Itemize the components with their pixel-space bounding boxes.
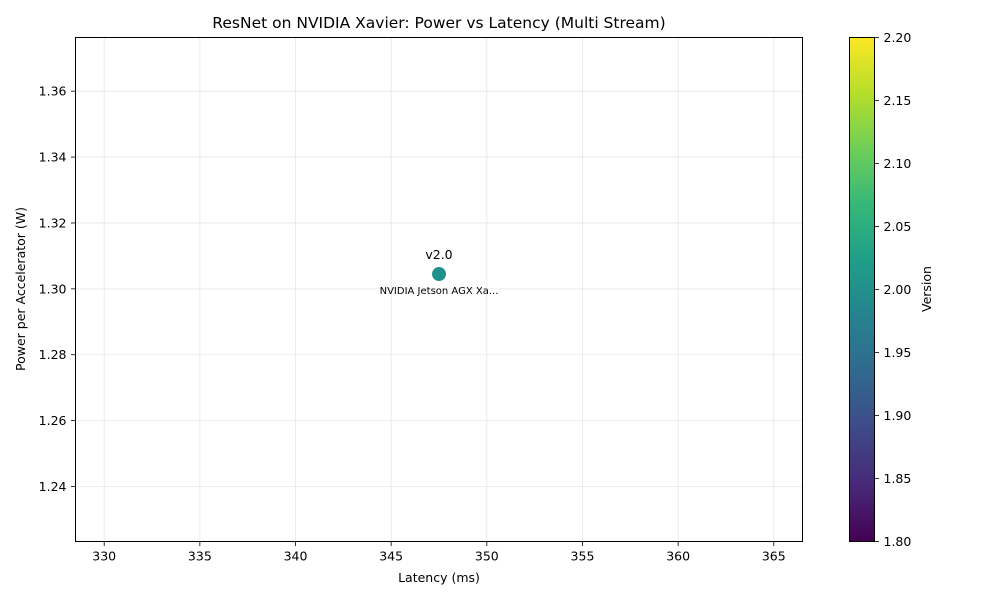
x-tick-label: 365 xyxy=(762,549,786,564)
y-tick-label: 1.30 xyxy=(39,281,67,296)
colorbar-tick-label: 2.00 xyxy=(884,282,912,297)
x-tick-label: 335 xyxy=(188,549,212,564)
point-version-label: v2.0 xyxy=(425,247,452,262)
y-tick-label: 1.34 xyxy=(39,150,67,165)
colorbar-tick-label: 1.80 xyxy=(884,534,912,549)
colorbar-tick-label: 1.90 xyxy=(884,408,912,423)
colorbar-tick-label: 2.20 xyxy=(884,30,912,45)
y-tick-label: 1.28 xyxy=(39,347,67,362)
x-tick-label: 360 xyxy=(666,549,690,564)
x-tick-label: 340 xyxy=(284,549,308,564)
x-tick-label: 345 xyxy=(379,549,403,564)
y-tick-label: 1.26 xyxy=(39,413,67,428)
colorbar-label: Version xyxy=(919,266,934,312)
colorbar-ticks: 1.80 1.85 1.90 1.95 2.00 2.05 2.10 2.15 2.20 xyxy=(874,30,912,549)
x-tick-label: 350 xyxy=(475,549,499,564)
x-tick-label: 355 xyxy=(571,549,595,564)
y-axis-label: Power per Accelerator (W) xyxy=(13,207,28,371)
x-axis-ticks: 330 335 340 345 350 355 360 365 xyxy=(92,541,786,564)
plot-frame xyxy=(75,37,803,542)
point-system-label: NVIDIA Jetson AGX Xa... xyxy=(380,286,499,297)
y-tick-label: 1.32 xyxy=(39,215,67,230)
colorbar-tick-label: 2.05 xyxy=(884,219,912,234)
colorbar-tick-label: 2.15 xyxy=(884,93,912,108)
data-point xyxy=(432,267,446,282)
colorbar-tick-label: 1.85 xyxy=(884,471,912,486)
x-axis-label: Latency (ms) xyxy=(398,570,480,585)
chart-title: ResNet on NVIDIA Xavier: Power vs Latenc… xyxy=(212,14,665,32)
colorbar-tick-label: 2.10 xyxy=(884,156,912,171)
colorbar-tick-label: 1.95 xyxy=(884,345,912,360)
colorbar xyxy=(849,37,875,542)
x-tick-label: 330 xyxy=(92,549,116,564)
points-layer: v2.0 NVIDIA Jetson AGX Xa... xyxy=(380,247,499,297)
y-axis-ticks: 1.24 1.26 1.28 1.30 1.32 1.34 1.36 xyxy=(39,84,76,494)
y-tick-label: 1.24 xyxy=(39,479,67,494)
y-tick-label: 1.36 xyxy=(39,84,67,99)
grid xyxy=(75,37,803,542)
